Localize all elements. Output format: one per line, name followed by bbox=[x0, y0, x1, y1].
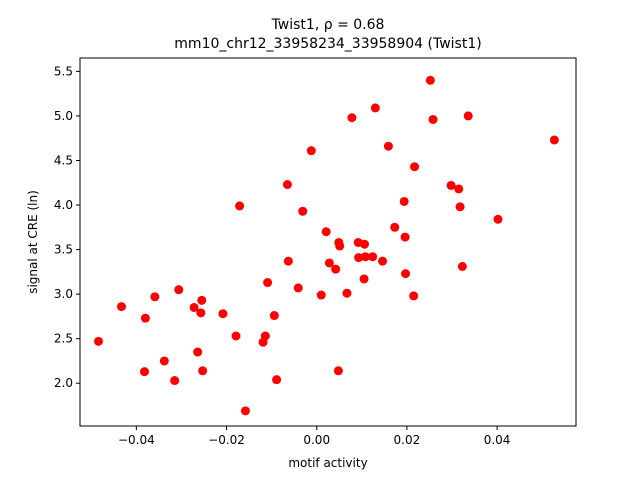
x-tick-label: 0.02 bbox=[394, 433, 421, 447]
y-tick-label: 3.5 bbox=[54, 243, 73, 257]
data-point bbox=[359, 274, 369, 284]
data-point bbox=[231, 331, 241, 341]
x-tick-label: 0.04 bbox=[484, 433, 511, 447]
data-point bbox=[360, 239, 370, 249]
data-point bbox=[335, 241, 345, 251]
data-point bbox=[140, 313, 150, 323]
data-point bbox=[235, 201, 245, 211]
x-tick-label: −0.04 bbox=[118, 433, 155, 447]
data-point bbox=[331, 264, 341, 274]
data-point bbox=[446, 180, 456, 190]
plot-frame bbox=[79, 57, 577, 427]
data-point bbox=[306, 146, 316, 156]
chart-title-line1: Twist1, ρ = 0.68 bbox=[271, 17, 385, 33]
data-point bbox=[457, 262, 467, 271]
data-point bbox=[189, 302, 199, 312]
data-point bbox=[493, 214, 503, 224]
data-point bbox=[549, 135, 559, 145]
y-tick-label: 2.5 bbox=[54, 332, 73, 346]
data-point bbox=[316, 290, 326, 300]
data-point bbox=[378, 256, 388, 266]
y-tick-label: 2.0 bbox=[54, 376, 73, 390]
data-point bbox=[390, 222, 400, 232]
data-point bbox=[269, 311, 279, 321]
plot-area bbox=[80, 58, 576, 426]
data-point bbox=[272, 375, 282, 385]
data-point bbox=[116, 302, 126, 312]
data-point bbox=[399, 196, 409, 206]
data-point bbox=[425, 75, 435, 85]
data-point bbox=[193, 347, 203, 357]
data-point bbox=[260, 331, 270, 341]
data-point bbox=[218, 309, 228, 319]
x-tick-label: −0.02 bbox=[208, 433, 245, 447]
data-point bbox=[454, 184, 464, 194]
data-point bbox=[240, 406, 250, 416]
x-axis-ticks: −0.04 −0.02 0.00 0.02 0.04 bbox=[118, 426, 510, 447]
data-point bbox=[463, 111, 473, 121]
data-point bbox=[293, 283, 303, 293]
data-point bbox=[342, 288, 352, 298]
data-point bbox=[170, 376, 180, 386]
data-point bbox=[321, 227, 331, 237]
data-point bbox=[410, 162, 420, 172]
y-tick-label: 4.5 bbox=[54, 153, 73, 167]
data-point bbox=[197, 295, 207, 305]
data-point bbox=[401, 269, 411, 279]
data-point bbox=[333, 366, 343, 376]
x-axis-label: motif activity bbox=[288, 456, 367, 470]
data-point bbox=[347, 113, 357, 123]
data-point bbox=[263, 278, 273, 288]
data-point bbox=[198, 366, 208, 376]
y-axis-label: signal at CRE (ln) bbox=[26, 190, 40, 294]
data-point bbox=[428, 114, 438, 124]
data-point bbox=[174, 285, 184, 295]
x-tick-label: 0.00 bbox=[303, 433, 330, 447]
data-point bbox=[150, 292, 160, 302]
data-point bbox=[400, 232, 410, 242]
data-point bbox=[370, 103, 380, 113]
data-point bbox=[368, 252, 378, 262]
data-point bbox=[455, 202, 465, 212]
data-points bbox=[93, 75, 559, 416]
data-point bbox=[282, 180, 292, 190]
y-tick-label: 3.0 bbox=[54, 287, 73, 301]
y-tick-label: 5.5 bbox=[54, 64, 73, 78]
chart-title-line2: mm10_chr12_33958234_33958904 (Twist1) bbox=[174, 36, 481, 52]
data-point bbox=[354, 253, 364, 263]
y-axis-ticks: 2.0 2.5 3.0 3.5 4.0 4.5 5.0 5.5 bbox=[54, 64, 80, 390]
data-point bbox=[283, 256, 293, 266]
data-point bbox=[324, 258, 334, 268]
data-point bbox=[159, 356, 169, 366]
data-point bbox=[139, 367, 149, 377]
data-point bbox=[383, 141, 393, 151]
data-point bbox=[360, 252, 370, 262]
data-point bbox=[196, 308, 206, 318]
data-point bbox=[298, 206, 308, 216]
y-tick-label: 4.0 bbox=[54, 198, 73, 212]
data-point bbox=[93, 336, 103, 346]
data-point bbox=[409, 291, 419, 301]
y-tick-label: 5.0 bbox=[54, 109, 73, 123]
